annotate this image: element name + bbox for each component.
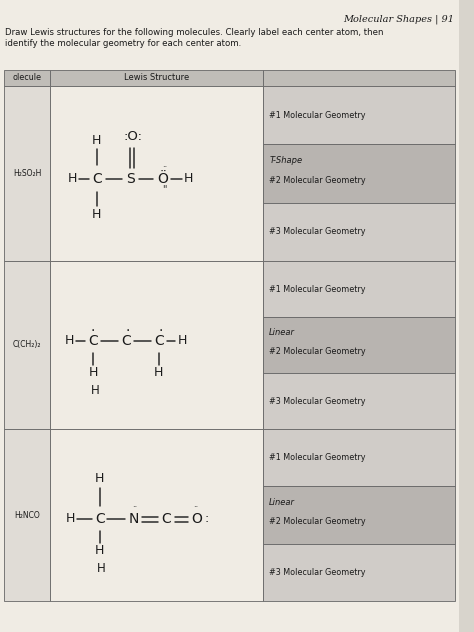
Bar	[264, 429, 455, 487]
Bar	[264, 544, 455, 601]
Text: olecule: olecule	[13, 73, 42, 83]
Text: ··: ··	[162, 164, 167, 173]
Bar	[50, 86, 264, 261]
Bar	[50, 261, 264, 429]
Text: :: :	[204, 513, 209, 525]
Bar	[264, 487, 455, 544]
Text: Draw Lewis structures for the following molecules. Clearly label each center ato: Draw Lewis structures for the following …	[5, 28, 383, 37]
Text: H: H	[92, 135, 101, 147]
Bar	[264, 261, 455, 317]
Bar	[50, 429, 264, 601]
Text: C(CH₂)₂: C(CH₂)₂	[13, 341, 41, 349]
Bar	[4, 261, 50, 429]
Text: Ö: Ö	[157, 172, 168, 186]
Text: H: H	[68, 173, 77, 186]
Text: ": "	[163, 184, 167, 194]
Bar	[4, 429, 50, 601]
Text: H: H	[92, 207, 101, 221]
Text: #3 Molecular Geometry: #3 Molecular Geometry	[269, 228, 365, 236]
Text: C: C	[121, 334, 131, 348]
Text: Lewis Structure: Lewis Structure	[124, 73, 190, 83]
Text: Molecular Shapes | 91: Molecular Shapes | 91	[343, 14, 454, 23]
Text: identify the molecular geometry for each center atom.: identify the molecular geometry for each…	[5, 39, 241, 48]
Bar	[264, 144, 455, 203]
Text: #1 Molecular Geometry: #1 Molecular Geometry	[269, 284, 365, 293]
Text: S: S	[127, 172, 135, 186]
Text: H: H	[95, 473, 104, 485]
Text: H₂SO₂H: H₂SO₂H	[13, 169, 41, 178]
Text: C: C	[95, 512, 105, 526]
Text: #1 Molecular Geometry: #1 Molecular Geometry	[269, 111, 365, 119]
Text: N: N	[128, 512, 139, 526]
Text: H: H	[154, 367, 164, 379]
Bar	[50, 70, 264, 86]
Text: C: C	[88, 334, 98, 348]
Text: T-Shape: T-Shape	[269, 156, 302, 165]
Text: #1 Molecular Geometry: #1 Molecular Geometry	[269, 453, 365, 462]
Text: H₂NCO: H₂NCO	[14, 511, 40, 520]
Text: #2 Molecular Geometry: #2 Molecular Geometry	[269, 518, 366, 526]
Text: O: O	[191, 512, 202, 526]
Text: Linear: Linear	[269, 328, 295, 337]
Text: H: H	[66, 513, 75, 525]
Text: #3 Molecular Geometry: #3 Molecular Geometry	[269, 396, 365, 406]
Text: H: H	[88, 367, 98, 379]
Text: ··: ··	[132, 504, 137, 513]
Text: ·: ·	[91, 324, 95, 338]
Bar	[264, 70, 455, 86]
Text: C: C	[162, 512, 172, 526]
Text: H: H	[95, 545, 104, 557]
Bar	[264, 203, 455, 261]
Text: ·: ·	[126, 324, 130, 338]
Text: ··: ··	[193, 504, 198, 513]
Text: Linear: Linear	[269, 498, 295, 507]
Text: H: H	[91, 384, 99, 398]
Bar	[4, 70, 50, 86]
Text: ·: ·	[158, 324, 163, 338]
Text: #2 Molecular Geometry: #2 Molecular Geometry	[269, 347, 366, 356]
Bar	[4, 86, 50, 261]
Text: H: H	[177, 334, 187, 348]
Text: C: C	[154, 334, 164, 348]
Bar	[264, 317, 455, 373]
Text: C: C	[92, 172, 102, 186]
Text: #3 Molecular Geometry: #3 Molecular Geometry	[269, 568, 365, 577]
Text: H: H	[184, 173, 193, 186]
Bar	[264, 86, 455, 144]
Text: #2 Molecular Geometry: #2 Molecular Geometry	[269, 176, 366, 185]
Text: H: H	[65, 334, 74, 348]
Bar	[264, 373, 455, 429]
Text: :O:: :O:	[123, 130, 142, 143]
Text: H: H	[97, 562, 106, 576]
